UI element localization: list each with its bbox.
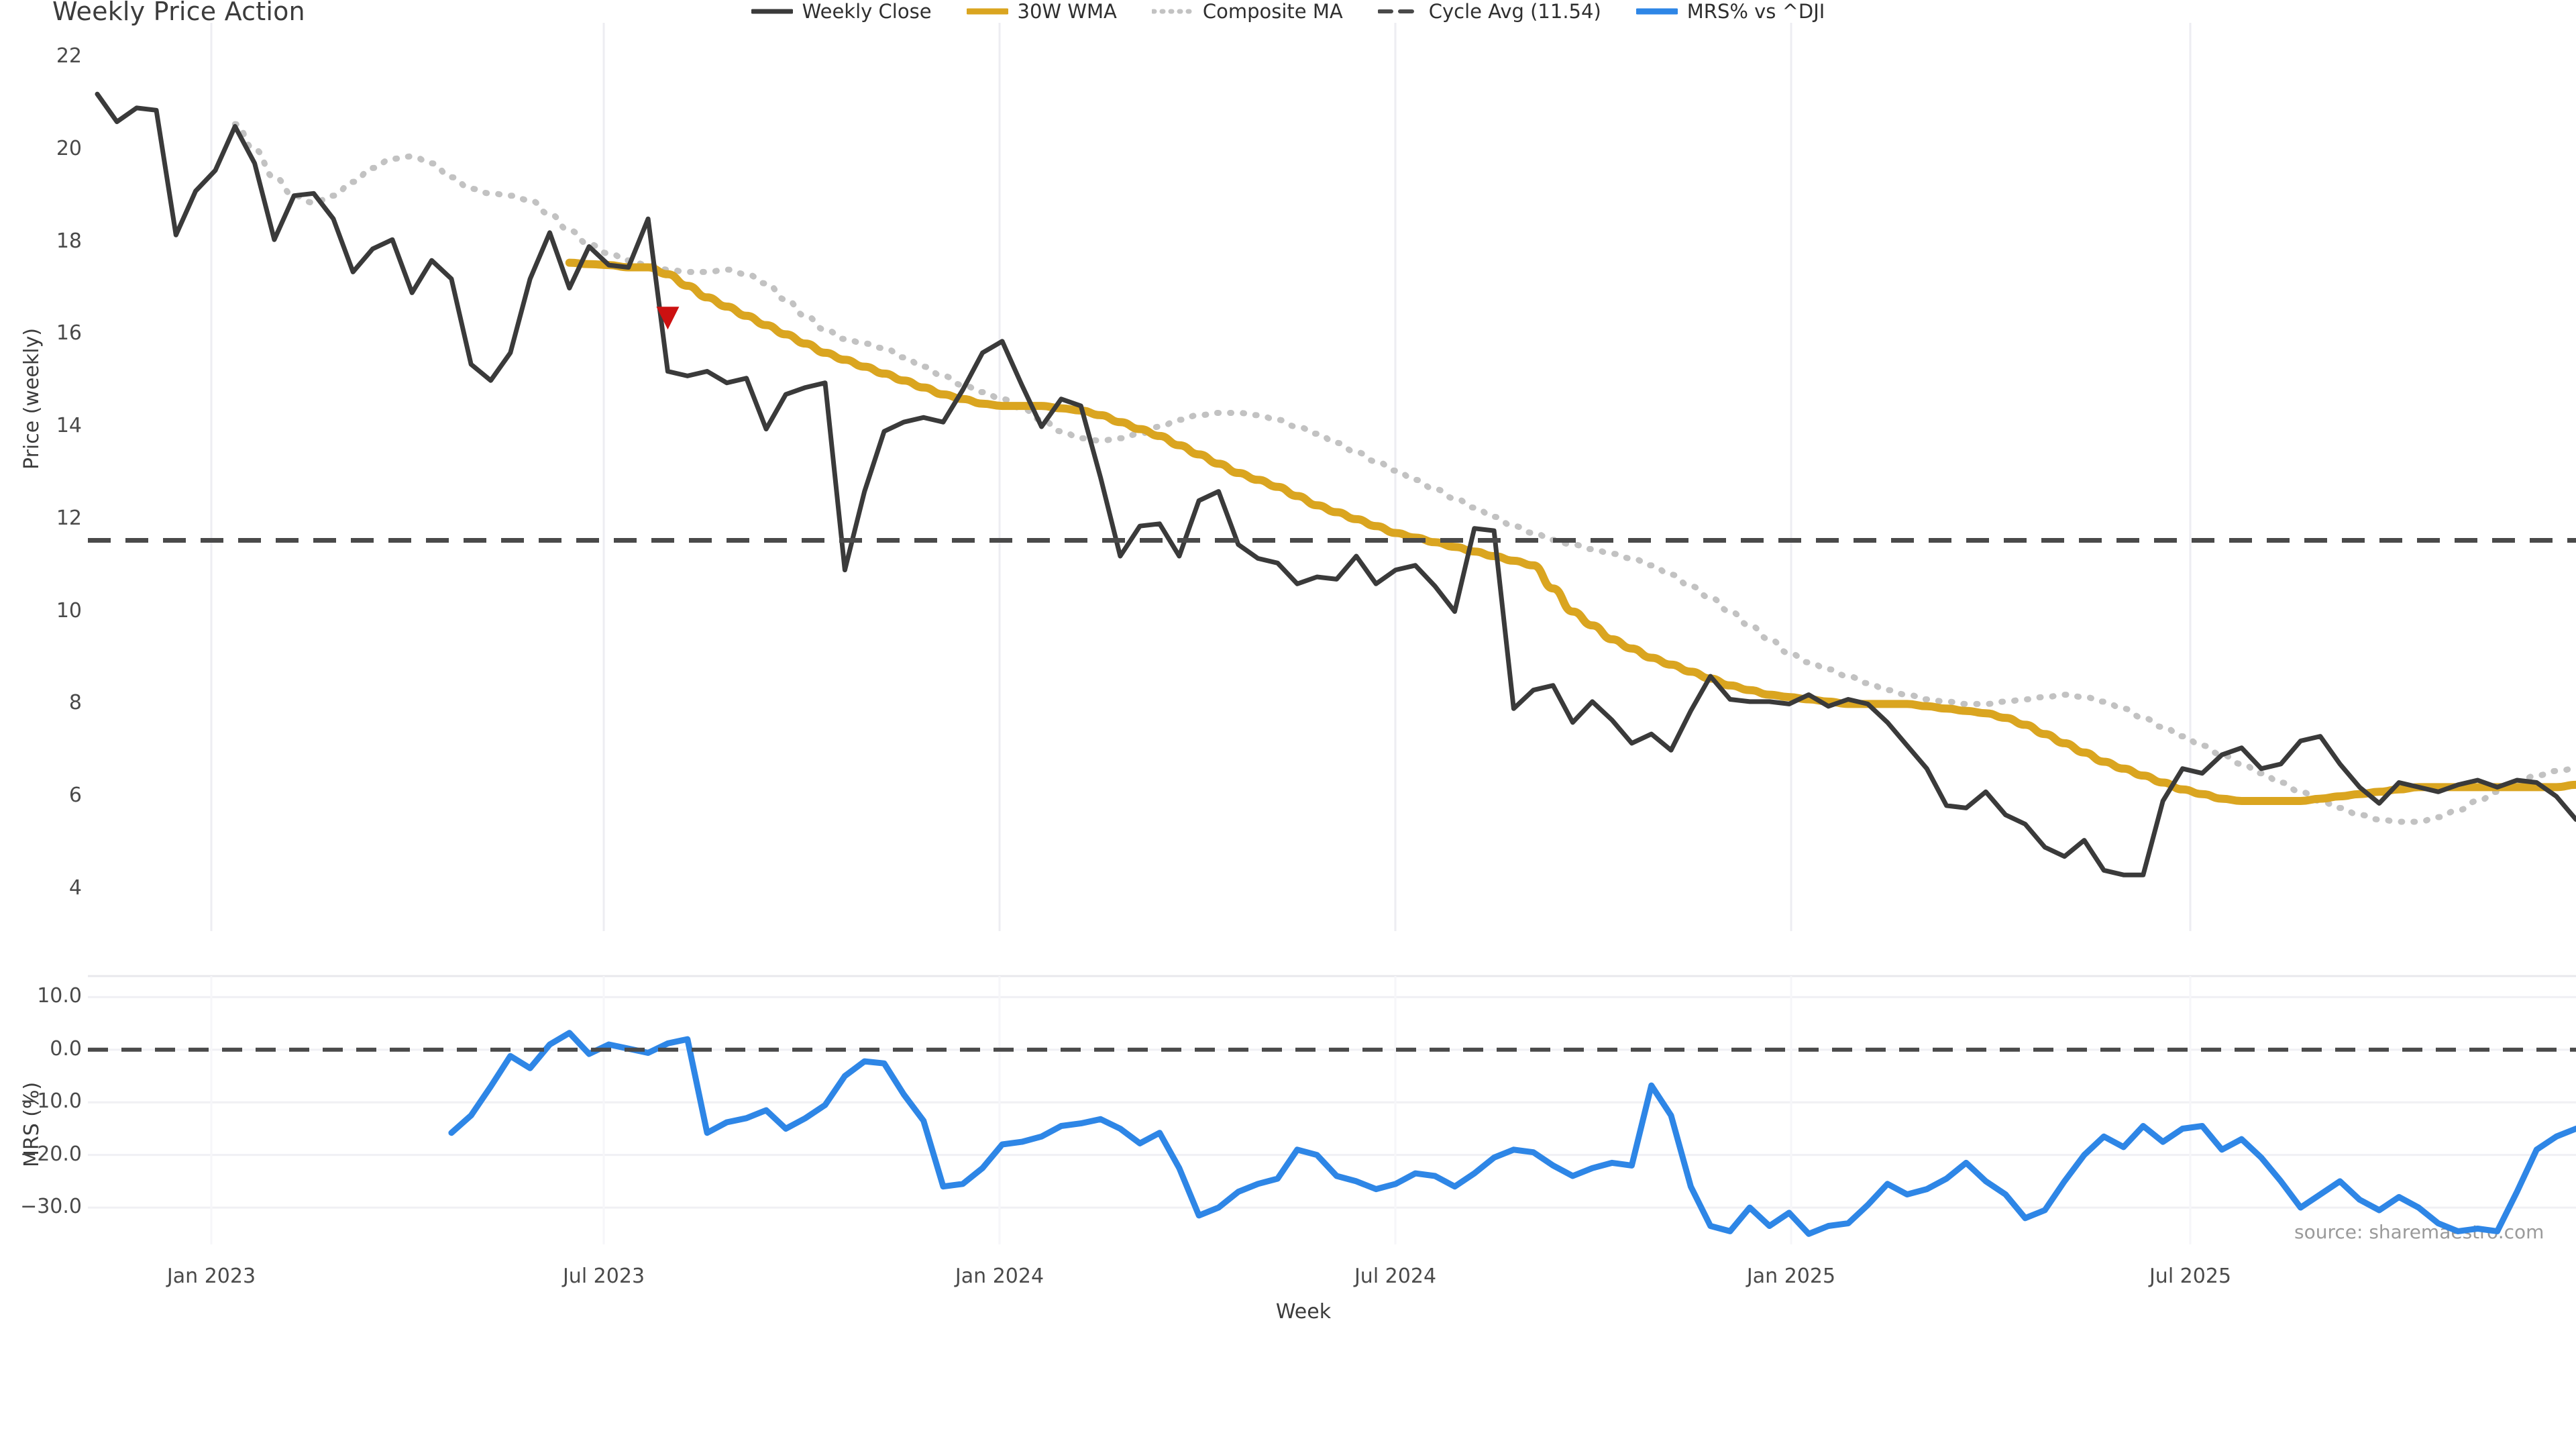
x-axis-label: Week (1275, 1300, 1332, 1324)
x-tick: Jan 2024 (955, 1265, 1044, 1288)
price-y-tick: 12 (56, 506, 82, 530)
legend-swatch-icon (1377, 9, 1419, 13)
legend-label: 30W WMA (1017, 0, 1117, 23)
price-y-tick: 20 (56, 136, 82, 160)
price-y-tick: 10 (56, 598, 82, 623)
price-y-tick: 4 (68, 875, 82, 900)
x-tick: Jan 2025 (1746, 1265, 1836, 1288)
legend-label: Weekly Close (802, 0, 932, 23)
price-y-tick: 16 (56, 321, 82, 345)
x-tick: Jul 2023 (562, 1265, 645, 1288)
legend-label: Cycle Avg (11.54) (1428, 0, 1601, 23)
mrs-y-tick: −10.0 (20, 1089, 82, 1114)
series-30w-wma (565, 258, 2576, 806)
legend-item[interactable]: Cycle Avg (11.54) (1377, 0, 1601, 23)
chart-legend: Weekly Close 30W WMA Composite MA Cycle Avg… (0, 0, 2576, 23)
legend-item[interactable]: 30W WMA (966, 0, 1117, 23)
series-mrs (448, 1030, 2576, 1237)
legend-item[interactable]: MRS% vs ^DJI (1635, 0, 1825, 23)
legend-swatch-icon (966, 8, 1008, 15)
price-y-tick: 18 (56, 229, 82, 253)
legend-item[interactable]: Composite MA (1151, 0, 1343, 23)
price-y-tick: 6 (68, 784, 82, 808)
x-tick: Jul 2025 (2149, 1265, 2232, 1288)
legend-item[interactable]: Weekly Close (751, 0, 932, 23)
mrs-y-tick: −30.0 (20, 1195, 82, 1219)
sell-marker-icon (656, 307, 680, 330)
legend-label: Composite MA (1202, 0, 1343, 23)
series-weekly-close (95, 91, 2576, 877)
legend-swatch-icon (1635, 8, 1678, 15)
price-y-tick: 8 (68, 691, 82, 715)
x-tick: Jan 2023 (166, 1265, 256, 1288)
page-title: Weekly Price Action (52, 0, 305, 26)
legend-label: MRS% vs ^DJI (1686, 0, 1825, 23)
price-y-tick: 14 (56, 414, 82, 438)
series-composite-ma (231, 121, 2576, 825)
mrs-y-tick: 10.0 (37, 984, 82, 1008)
x-tick: Jul 2024 (1354, 1265, 1437, 1288)
mrs-y-tick: −20.0 (20, 1142, 82, 1166)
legend-swatch-icon (1151, 9, 1193, 14)
legend-swatch-icon (751, 9, 793, 14)
mrs-y-tick: 0.0 (50, 1036, 82, 1061)
price-y-tick: 22 (56, 44, 82, 68)
